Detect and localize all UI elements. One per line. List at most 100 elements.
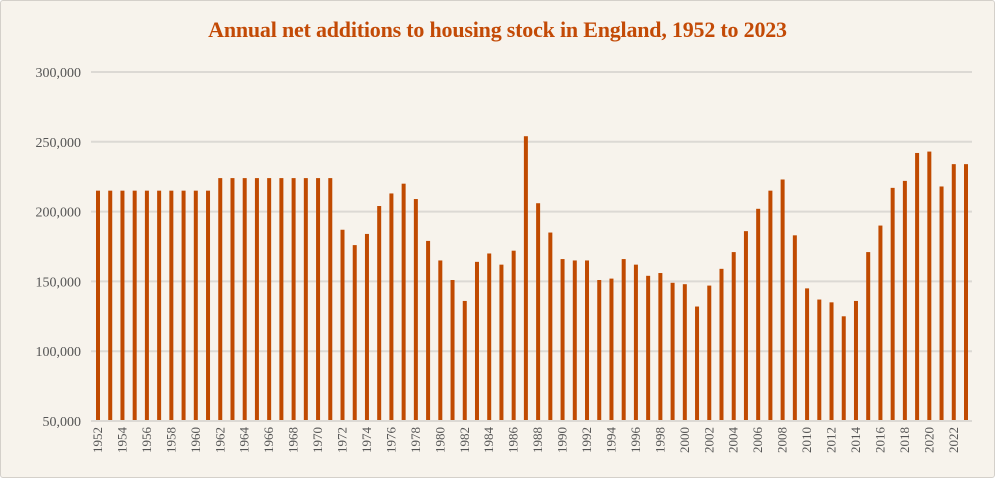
bar-2007 <box>768 190 773 420</box>
bar-1965 <box>254 178 259 420</box>
bar-1984 <box>487 253 492 420</box>
bar-1957 <box>157 190 162 420</box>
x-tick-label: 2002 <box>701 427 716 453</box>
x-tick-label: 1972 <box>335 427 350 453</box>
bar-1959 <box>181 190 186 420</box>
x-tick-label: 1968 <box>286 427 301 453</box>
bar-1963 <box>230 178 235 420</box>
x-tick-label: 1964 <box>237 427 252 454</box>
bar-1977 <box>401 183 406 420</box>
x-tick-label: 2022 <box>946 427 961 453</box>
bar-2012 <box>829 302 834 420</box>
bar-2017 <box>890 187 895 420</box>
bar-2016 <box>878 225 883 420</box>
x-tick-label: 2008 <box>775 427 790 453</box>
x-tick-label: 1966 <box>261 427 276 454</box>
y-tick-label: 200,000 <box>36 206 82 221</box>
x-tick-label: 1952 <box>90 427 105 453</box>
x-tick-label: 1988 <box>530 427 545 453</box>
bar-2010 <box>805 288 810 420</box>
bar-2015 <box>866 252 871 420</box>
bar-1956 <box>144 190 149 420</box>
bar-1953 <box>108 190 113 420</box>
x-tick-label: 1980 <box>432 427 447 453</box>
bar-1960 <box>193 190 198 420</box>
x-tick-label: 1992 <box>579 427 594 453</box>
x-tick-label: 2004 <box>726 427 741 454</box>
bar-1964 <box>242 178 247 420</box>
x-tick-label: 1994 <box>603 427 618 454</box>
bar-1970 <box>316 178 321 420</box>
bar-2003 <box>719 268 724 420</box>
bar-2009 <box>792 235 797 420</box>
bar-1976 <box>389 193 394 420</box>
bar-1987 <box>523 136 528 420</box>
x-tick-label: 1962 <box>212 427 227 453</box>
bar-1966 <box>267 178 272 420</box>
bar-1980 <box>438 260 443 420</box>
bar-1983 <box>474 261 479 420</box>
bar-1986 <box>511 250 516 420</box>
bar-1962 <box>218 178 223 420</box>
x-tick-label: 2014 <box>848 427 863 454</box>
x-tick-label: 1970 <box>310 427 325 453</box>
x-tick-label: 1954 <box>114 427 129 454</box>
x-tick-label: 2020 <box>921 427 936 453</box>
bar-1974 <box>364 233 369 420</box>
bar-2022 <box>951 164 956 420</box>
bar-2005 <box>743 231 748 420</box>
bar-1995 <box>621 259 626 420</box>
bar-1961 <box>206 190 211 420</box>
bar-2014 <box>853 300 858 420</box>
y-tick-label: 300,000 <box>36 66 82 81</box>
x-tick-label: 2012 <box>824 427 839 453</box>
bar-1982 <box>462 300 467 420</box>
bar-1967 <box>279 178 284 420</box>
x-tick-label: 2018 <box>897 427 912 453</box>
bar-1992 <box>585 260 590 420</box>
x-tick-label: 1960 <box>188 427 203 453</box>
bar-1989 <box>548 232 553 420</box>
bar-2018 <box>902 180 907 420</box>
bar-2008 <box>780 179 785 420</box>
x-tick-label: 2010 <box>799 427 814 453</box>
bar-1990 <box>560 259 565 420</box>
x-tick-label: 1990 <box>555 427 570 453</box>
bar-2004 <box>731 252 736 420</box>
bar-2023 <box>964 164 968 420</box>
x-tick-label: 1956 <box>139 427 154 454</box>
bar-2019 <box>915 152 920 420</box>
bar-1997 <box>646 275 651 420</box>
bar-1985 <box>499 264 504 420</box>
bar-2002 <box>707 285 712 420</box>
bar-1955 <box>132 190 137 420</box>
chart-title: Annual net additions to housing stock in… <box>208 17 787 42</box>
y-tick-label: 150,000 <box>36 275 82 290</box>
x-tick-label: 1976 <box>383 427 398 454</box>
x-tick-label: 1982 <box>457 427 472 453</box>
bar-1973 <box>352 245 357 420</box>
y-tick-label: 100,000 <box>36 345 82 360</box>
bar-1981 <box>450 280 455 420</box>
y-tick-label: 50,000 <box>43 415 82 430</box>
bar-2006 <box>756 208 761 420</box>
x-tick-label: 1978 <box>408 427 423 453</box>
bar-1996 <box>633 264 638 420</box>
x-tick-label: 1986 <box>506 427 521 454</box>
x-tick-label: 1996 <box>628 427 643 454</box>
y-tick-label: 250,000 <box>36 136 82 151</box>
bar-2001 <box>695 306 700 420</box>
bar-2000 <box>682 284 687 420</box>
x-tick-label: 1998 <box>652 427 667 453</box>
bar-1994 <box>609 278 614 420</box>
x-tick-label: 1958 <box>163 427 178 453</box>
bar-2020 <box>927 151 932 420</box>
x-tick-label: 1984 <box>481 427 496 454</box>
x-tick-label: 1974 <box>359 427 374 454</box>
bar-1952 <box>96 190 100 420</box>
bar-1998 <box>658 273 663 420</box>
bar-2011 <box>817 299 822 420</box>
bar-1993 <box>597 280 602 420</box>
